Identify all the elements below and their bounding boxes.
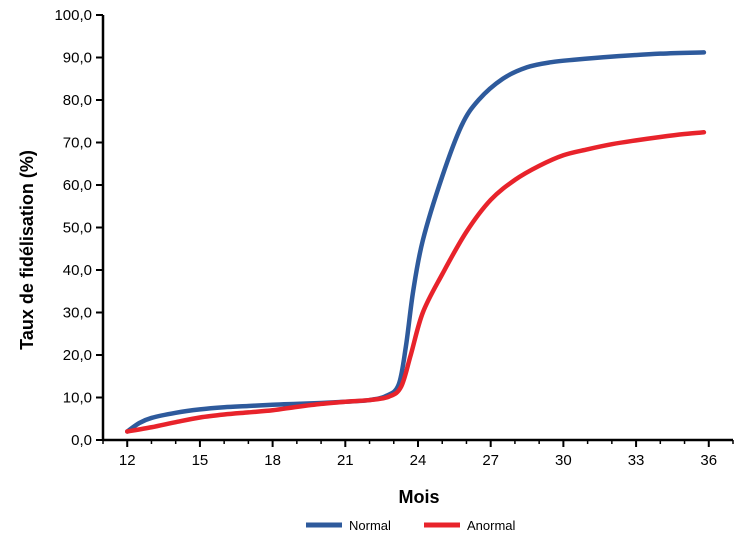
axes: 0,0 10,0 20,0 30,0 40,0 50,0 60,0 70,0 80,0 90,0 1… [54,7,734,469]
x-tick-label: 12 [119,452,136,469]
y-tick-label: 20,0 [63,347,92,364]
x-tick-label: 30 [555,452,572,469]
x-tick-label: 18 [264,452,281,469]
y-tick-label: 80,0 [63,92,92,109]
series-line-normal [124,50,707,434]
x-tick-label: 21 [337,452,354,469]
x-tick-label: 15 [192,452,209,469]
series-line-anormal [124,130,707,434]
y-tick-label: 10,0 [63,390,92,407]
x-tick-label: 33 [628,452,645,469]
x-tick-label: 36 [700,452,717,469]
legend-label: Anormal [467,518,516,533]
y-tick-label: 30,0 [63,305,92,322]
legend-label: Normal [349,518,391,533]
y-tick-label: 90,0 [63,50,92,67]
x-tick-label: 24 [410,452,427,469]
y-tick-label: 60,0 [63,177,92,194]
y-tick-label: 70,0 [63,135,92,152]
y-axis-title: Taux de fidélisation (%) [17,150,37,350]
y-tick-label: 0,0 [71,432,92,449]
y-tick-label: 100,0 [54,7,92,24]
legend: Normal Anormal [306,518,516,533]
y-tick-label: 40,0 [63,262,92,279]
series-layer [124,50,707,434]
x-axis-title: Mois [398,487,439,507]
y-tick-label: 50,0 [63,220,92,237]
x-tick-label: 27 [482,452,499,469]
